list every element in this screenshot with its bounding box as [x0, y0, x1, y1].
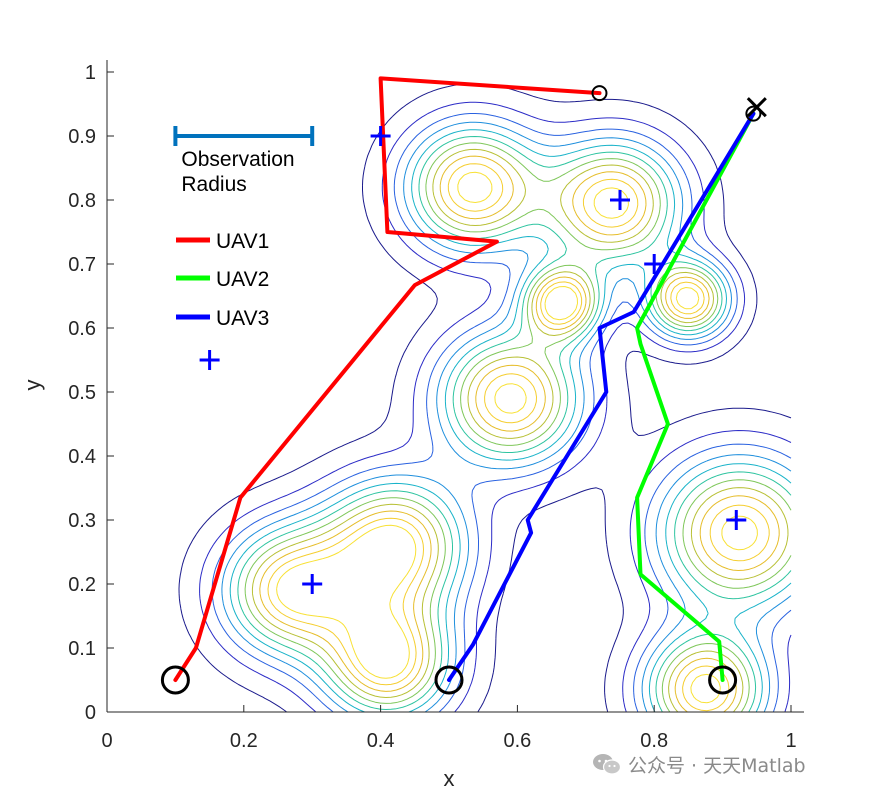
watermark: 公众号 · 天天Matlab [592, 750, 806, 778]
y-tick-label: 0.3 [68, 510, 96, 532]
start-point-marker [160, 665, 190, 695]
y-tick-label: 0.8 [68, 190, 96, 212]
markers [160, 85, 767, 695]
y-tick-label: 0 [85, 702, 96, 724]
series-line-uav3 [447, 111, 756, 682]
legend-label-uav2: UAV2 [216, 268, 269, 291]
x-tick-label: 0.4 [367, 730, 395, 752]
legend-label-uav1: UAV1 [216, 230, 269, 253]
contour-level-6 [237, 136, 792, 712]
goal-point-marker [745, 105, 762, 122]
x-tick-label: 0 [101, 730, 112, 752]
goal-point-marker [591, 85, 608, 102]
wechat-icon [593, 754, 622, 775]
y-tick-label: 0.9 [68, 126, 96, 148]
observation-radius-annotation: Observation Radius [173, 126, 315, 196]
y-tick-label: 0.6 [68, 318, 96, 340]
contour-level-5 [229, 129, 792, 712]
watermark-text: 公众号 · 天天Matlab [628, 754, 806, 777]
trajectories [173, 76, 756, 682]
contour-level-10 [267, 163, 770, 712]
start-point-marker [708, 665, 738, 695]
x-tick-label: 0.8 [640, 730, 668, 752]
contour-level-9 [259, 155, 780, 712]
y-axis-label: y [20, 380, 45, 391]
y-tick-label: 0.2 [68, 574, 96, 596]
y-tick-label: 1 [85, 62, 96, 84]
contour-field [178, 83, 792, 712]
y-tick-label: 0.1 [68, 638, 96, 660]
legend-label-uav3: UAV3 [216, 307, 269, 330]
x-tick-label: 0.6 [503, 730, 531, 752]
observation-radius-label-line2: Radius [181, 173, 246, 196]
y-tick-label: 0.4 [68, 446, 96, 468]
y-tick-label: 0.5 [68, 382, 96, 404]
contour-level-2 [199, 101, 792, 712]
contour-level-1 [178, 83, 792, 712]
axes: 0 0.2 0.4 0.6 0.8 1 0 0.1 0.2 0.3 0.4 0.5 0.6 0.7 0.8 0… [68, 60, 804, 752]
series-line-uav2 [635, 111, 756, 682]
series-line-uav1 [173, 76, 602, 682]
start-point-marker [434, 665, 464, 695]
legend: UAV1 UAV2 UAV3 [176, 230, 269, 330]
contour-level-7 [244, 142, 792, 712]
contour-level-4 [221, 121, 792, 712]
y-tick-label: 0.7 [68, 254, 96, 276]
contour-level-11 [276, 171, 758, 704]
contour-level-8 [251, 148, 789, 712]
observation-radius-label-line1: Observation [181, 148, 294, 171]
x-axis-label: x [444, 766, 455, 791]
x-tick-label: 0.2 [230, 730, 258, 752]
x-tick-label: 1 [785, 730, 796, 752]
cross-marker [746, 97, 767, 118]
